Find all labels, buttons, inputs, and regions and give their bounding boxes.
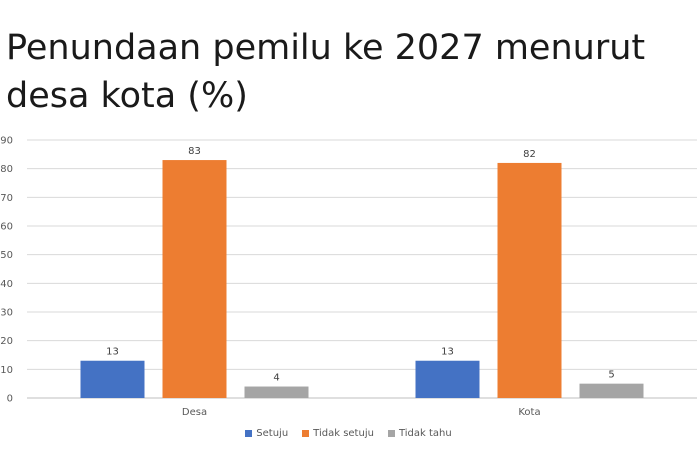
x-axis-tick-labels: Desa Kota xyxy=(182,407,541,418)
data-label: 83 xyxy=(188,146,201,157)
y-tick-label: 70 xyxy=(0,193,13,204)
bar-tidak-tahu-kota xyxy=(579,383,644,398)
y-tick-label: 0 xyxy=(7,394,13,405)
data-label: 5 xyxy=(608,370,614,381)
bar-tidak-tahu-desa xyxy=(244,386,309,398)
gridlines xyxy=(27,139,697,399)
legend-label: Tidak tahu xyxy=(398,428,452,439)
y-tick-label: 60 xyxy=(0,222,13,233)
y-tick-label: 10 xyxy=(0,365,13,376)
legend-item: Tidak setuju xyxy=(302,428,374,439)
bars xyxy=(80,160,644,398)
legend-swatch xyxy=(302,430,310,437)
data-label: 82 xyxy=(523,149,536,160)
legend-label: Setuju xyxy=(256,428,289,439)
y-tick-label: 40 xyxy=(0,279,13,290)
bar-tidak-setuju-kota xyxy=(497,162,562,398)
y-tick-label: 80 xyxy=(0,164,13,175)
data-label: 13 xyxy=(106,347,119,358)
chart-title: Penundaan pemilu ke 2027 menurut desa ko… xyxy=(6,28,646,116)
legend-label: Tidak setuju xyxy=(313,428,374,439)
x-tick-label: Kota xyxy=(518,407,540,418)
y-tick-label: 50 xyxy=(0,250,13,261)
legend-swatch xyxy=(387,430,395,437)
bar-setuju-kota xyxy=(415,360,480,398)
y-tick-label: 30 xyxy=(0,308,13,319)
bar-tidak-setuju-desa xyxy=(162,160,227,398)
y-tick-label: 90 xyxy=(0,136,13,147)
y-tick-label: 20 xyxy=(0,336,13,347)
data-label: 4 xyxy=(273,373,279,384)
legend-item: Setuju xyxy=(245,428,288,439)
legend-item: Tidak tahu xyxy=(387,428,452,439)
y-axis-tick-labels: 0 10 20 30 40 50 60 70 80 90 xyxy=(0,136,13,405)
data-labels: 13 83 4 13 82 5 xyxy=(106,146,615,383)
data-label: 13 xyxy=(441,347,454,358)
legend-swatch xyxy=(245,430,253,437)
bar-setuju-desa xyxy=(80,360,145,398)
legend: Setuju Tidak setuju Tidak tahu xyxy=(0,428,697,439)
x-tick-label: Desa xyxy=(182,407,207,418)
